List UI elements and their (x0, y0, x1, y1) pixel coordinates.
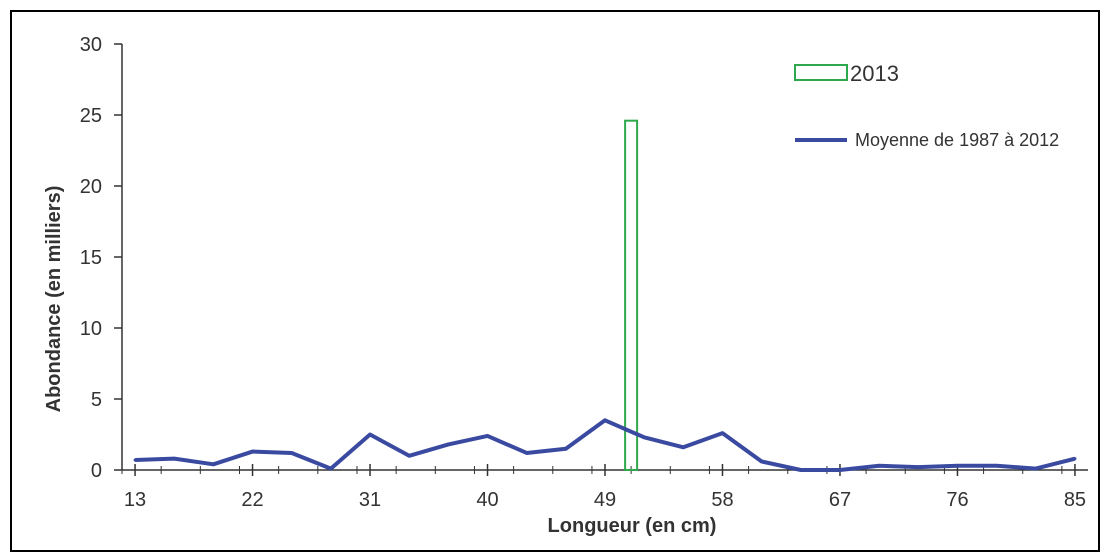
y-tick-label: 5 (91, 389, 102, 411)
data-point (877, 464, 881, 468)
data-point (564, 447, 568, 451)
data-point (525, 451, 529, 455)
data-point (955, 464, 959, 468)
y-tick-label: 0 (91, 460, 102, 482)
y-axis-label: Abondance (en milliers) (43, 186, 65, 413)
bar-series (624, 119, 639, 472)
data-point (133, 458, 137, 462)
data-point (799, 468, 803, 472)
x-tick-label: 22 (241, 489, 263, 511)
data-point (329, 467, 333, 471)
data-point (1034, 467, 1038, 471)
data-point (642, 435, 646, 439)
y-tick-label: 25 (80, 105, 102, 127)
data-point (446, 442, 450, 446)
data-point (603, 418, 607, 422)
legend-swatch-2013 (794, 64, 848, 81)
data-point (916, 465, 920, 469)
data-point (290, 451, 294, 455)
legend: 2013 Moyenne de 1987 à 2012 (794, 61, 1059, 150)
x-tick-label: 85 (1064, 489, 1086, 511)
data-point (760, 459, 764, 463)
y-tick-label: 15 (80, 247, 102, 269)
legend-label-2013: 2013 (850, 61, 899, 86)
data-point (407, 454, 411, 458)
x-tick-label: 67 (829, 489, 851, 511)
data-point (172, 457, 176, 461)
data-point (720, 431, 724, 435)
x-tick-label: 40 (476, 489, 498, 511)
y-tick-label: 30 (80, 34, 102, 56)
x-tick-label: 49 (594, 489, 616, 511)
data-point (211, 462, 215, 466)
y-tick-label: 20 (80, 176, 102, 198)
data-point (251, 450, 255, 454)
data-point (995, 464, 999, 468)
data-point (486, 434, 490, 438)
x-tick-label: 76 (946, 489, 968, 511)
x-axis-label: Longueur (en cm) (548, 515, 717, 537)
data-point (1073, 457, 1077, 461)
series-line-moyenne (134, 418, 1076, 472)
data-point (838, 468, 842, 472)
x-tick-label: 31 (359, 489, 381, 511)
chart-frame (10, 10, 1100, 552)
legend-label-moyenne: Moyenne de 1987 à 2012 (855, 130, 1059, 150)
x-tick-label: 13 (124, 489, 146, 511)
y-tick-label: 10 (80, 318, 102, 340)
data-point (681, 445, 685, 449)
data-point (368, 433, 372, 436)
x-tick-label: 58 (711, 489, 733, 511)
axes: 0 5 10 15 20 25 30 13 22 31 40 49 58 67 76 85 (80, 34, 1088, 511)
bar-2013 (624, 119, 639, 472)
line-series (133, 418, 1077, 472)
